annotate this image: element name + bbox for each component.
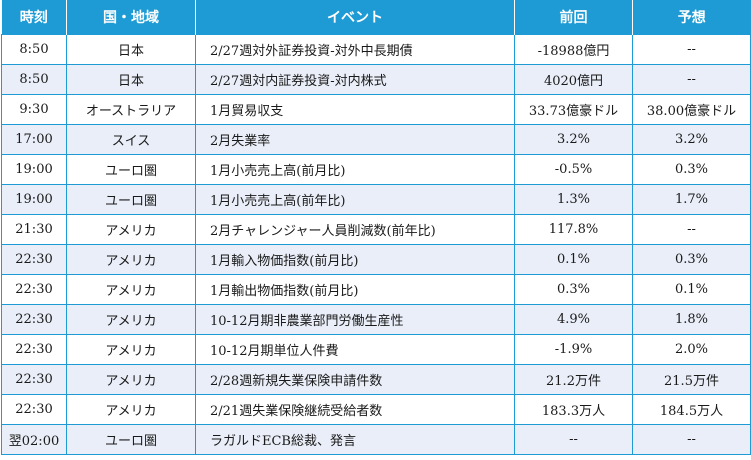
header-forecast: 予想: [632, 0, 751, 35]
forecast-cell: 21.5万件: [632, 364, 751, 395]
forecast-cell: --: [632, 214, 751, 245]
region-cell: ユーロ圏: [66, 424, 196, 455]
previous-cell: -1.9%: [514, 334, 633, 365]
time-cell: 17:00: [1, 124, 67, 155]
table-row: 21:30 アメリカ 2月チャレンジャー人員削減数(前年比) 117.8% --: [1, 214, 751, 245]
time-cell: 19:00: [1, 184, 67, 215]
header-time: 時刻: [1, 0, 67, 35]
event-cell: ラガルドECB総裁、発言: [195, 424, 515, 455]
time-cell: 8:50: [1, 64, 67, 95]
event-cell: 2/27週対外証券投資-対外中長期債: [195, 34, 515, 65]
forecast-cell: --: [632, 34, 751, 65]
region-cell: アメリカ: [66, 334, 196, 365]
time-cell: 22:30: [1, 274, 67, 305]
table-row: 19:00 ユーロ圏 1月小売売上高(前月比) -0.5% 0.3%: [1, 154, 751, 185]
region-cell: アメリカ: [66, 304, 196, 335]
header-previous: 前回: [514, 0, 633, 35]
previous-cell: 1.3%: [514, 184, 633, 215]
table-row: 9:30 オーストラリア 1月貿易収支 33.73億豪ドル 38.00億豪ドル: [1, 94, 751, 125]
table-row: 19:00 ユーロ圏 1月小売売上高(前年比) 1.3% 1.7%: [1, 184, 751, 215]
forecast-cell: 1.7%: [632, 184, 751, 215]
previous-cell: 33.73億豪ドル: [514, 94, 633, 125]
table-row: 22:30 アメリカ 2/21週失業保険継続受給者数 183.3万人 184.5…: [1, 394, 751, 425]
time-cell: 22:30: [1, 244, 67, 275]
previous-cell: --: [514, 424, 633, 455]
table-row: 翌02:00 ユーロ圏 ラガルドECB総裁、発言 -- --: [1, 424, 751, 455]
region-cell: スイス: [66, 124, 196, 155]
event-cell: 2/27週対内証券投資-対内株式: [195, 64, 515, 95]
time-cell: 9:30: [1, 94, 67, 125]
table-row: 22:30 アメリカ 10-12月期単位人件費 -1.9% 2.0%: [1, 334, 751, 365]
region-cell: アメリカ: [66, 394, 196, 425]
forecast-cell: 0.3%: [632, 154, 751, 185]
time-cell: 19:00: [1, 154, 67, 185]
time-cell: 21:30: [1, 214, 67, 245]
region-cell: オーストラリア: [66, 94, 196, 125]
previous-cell: 4020億円: [514, 64, 633, 95]
forecast-cell: 184.5万人: [632, 394, 751, 425]
previous-cell: -0.5%: [514, 154, 633, 185]
time-cell: 22:30: [1, 364, 67, 395]
time-cell: 22:30: [1, 304, 67, 335]
table-row: 22:30 アメリカ 1月輸入物価指数(前月比) 0.1% 0.3%: [1, 244, 751, 275]
header-region: 国・地域: [66, 0, 196, 35]
region-cell: ユーロ圏: [66, 184, 196, 215]
table-row: 17:00 スイス 2月失業率 3.2% 3.2%: [1, 124, 751, 155]
forecast-cell: 0.1%: [632, 274, 751, 305]
region-cell: アメリカ: [66, 274, 196, 305]
event-cell: 10-12月期単位人件費: [195, 334, 515, 365]
event-cell: 1月小売売上高(前年比): [195, 184, 515, 215]
event-cell: 1月輸入物価指数(前月比): [195, 244, 515, 275]
time-cell: 22:30: [1, 394, 67, 425]
previous-cell: 183.3万人: [514, 394, 633, 425]
time-cell: 翌02:00: [1, 424, 67, 455]
region-cell: アメリカ: [66, 364, 196, 395]
event-cell: 1月貿易収支: [195, 94, 515, 125]
event-cell: 2月失業率: [195, 124, 515, 155]
event-cell: 2/28週新規失業保険申請件数: [195, 364, 515, 395]
table-row: 22:30 アメリカ 10-12月期非農業部門労働生産性 4.9% 1.8%: [1, 304, 751, 335]
table-row: 8:50 日本 2/27週対外証券投資-対外中長期債 -18988億円 --: [1, 34, 751, 65]
forecast-cell: --: [632, 64, 751, 95]
forecast-cell: 1.8%: [632, 304, 751, 335]
event-cell: 1月輸出物価指数(前月比): [195, 274, 515, 305]
previous-cell: 117.8%: [514, 214, 633, 245]
region-cell: アメリカ: [66, 214, 196, 245]
forecast-cell: 0.3%: [632, 244, 751, 275]
header-event: イベント: [195, 0, 515, 35]
previous-cell: 21.2万件: [514, 364, 633, 395]
forecast-cell: 38.00億豪ドル: [632, 94, 751, 125]
forecast-cell: 3.2%: [632, 124, 751, 155]
region-cell: 日本: [66, 64, 196, 95]
previous-cell: -18988億円: [514, 34, 633, 65]
region-cell: 日本: [66, 34, 196, 65]
table-row: 22:30 アメリカ 2/28週新規失業保険申請件数 21.2万件 21.5万件: [1, 364, 751, 395]
previous-cell: 0.3%: [514, 274, 633, 305]
time-cell: 22:30: [1, 334, 67, 365]
time-cell: 8:50: [1, 34, 67, 65]
event-cell: 1月小売売上高(前月比): [195, 154, 515, 185]
region-cell: アメリカ: [66, 244, 196, 275]
previous-cell: 0.1%: [514, 244, 633, 275]
previous-cell: 4.9%: [514, 304, 633, 335]
table-row: 22:30 アメリカ 1月輸出物価指数(前月比) 0.3% 0.1%: [1, 274, 751, 305]
forecast-cell: 2.0%: [632, 334, 751, 365]
previous-cell: 3.2%: [514, 124, 633, 155]
region-cell: ユーロ圏: [66, 154, 196, 185]
event-cell: 2月チャレンジャー人員削減数(前年比): [195, 214, 515, 245]
header-row: 時刻 国・地域 イベント 前回 予想: [1, 0, 751, 35]
event-cell: 2/21週失業保険継続受給者数: [195, 394, 515, 425]
table-row: 8:50 日本 2/27週対内証券投資-対内株式 4020億円 --: [1, 64, 751, 95]
event-cell: 10-12月期非農業部門労働生産性: [195, 304, 515, 335]
forecast-cell: --: [632, 424, 751, 455]
